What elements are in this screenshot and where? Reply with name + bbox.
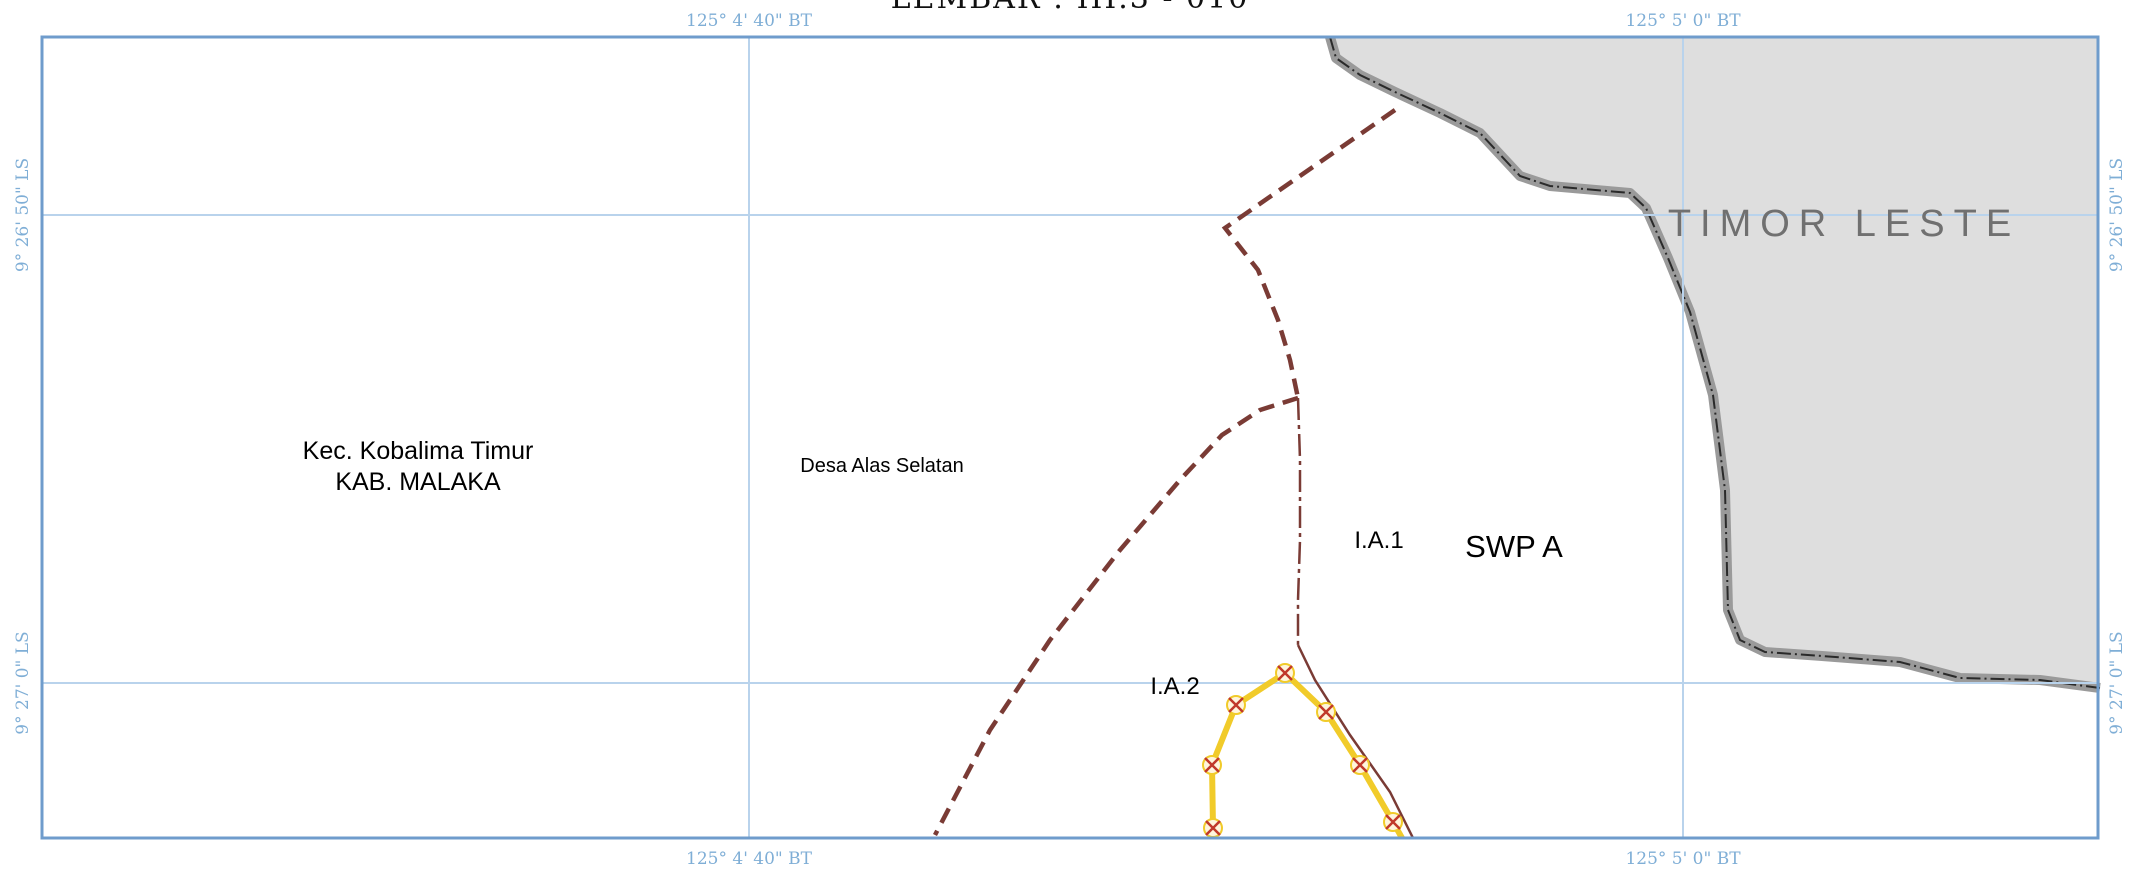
boundary-inner-south: [1296, 644, 1415, 839]
map-frame: [40, 35, 2100, 840]
grid-label-left-upper: 9° 26' 50" LS: [13, 158, 33, 272]
road-marker-icon: [1275, 663, 1295, 683]
grid-label-left-lower: 9° 27' 0" LS: [13, 631, 33, 734]
village-label: Desa Alas Selatan: [800, 455, 963, 477]
grid-label-right-lower: 9° 27' 0" LS: [2107, 631, 2127, 734]
road-marker-icon: [1202, 755, 1222, 775]
country-label: TIMOR LESTE: [1668, 203, 2020, 245]
timor-leste-area: [1330, 37, 2100, 688]
block-label-ia1: I.A.1: [1354, 527, 1403, 554]
swp-label: SWP A: [1465, 529, 1563, 564]
district-label: Kec. Kobalima Timur: [303, 437, 534, 465]
grid-label-right-upper: 9° 26' 50" LS: [2107, 158, 2127, 272]
sheet-title: LEMBAR : III.3 - 010: [891, 0, 1250, 16]
road-marker-icon: [1226, 695, 1246, 715]
boundary-north: [1221, 108, 1397, 399]
grid-label-bottom-left: 125° 4' 40" BT: [686, 849, 813, 869]
road-marker-icon: [1383, 812, 1403, 832]
road-marker-icon: [1316, 702, 1336, 722]
regency-label: KAB. MALAKA: [335, 468, 501, 496]
road-yellow: [1209, 670, 1405, 840]
state-border-line: [1329, 36, 2101, 689]
grid-label-top-right: 125° 5' 0" BT: [1625, 11, 1741, 31]
grid-label-top-left: 125° 4' 40" BT: [686, 11, 813, 31]
road-marker-icon: [1203, 818, 1223, 838]
boundary-inner-ia1: [1296, 397, 1302, 645]
grid-label-bottom-right: 125° 5' 0" BT: [1625, 849, 1741, 869]
block-label-ia2: I.A.2: [1150, 673, 1199, 700]
road-marker-icon: [1350, 755, 1370, 775]
boundary-west: [933, 395, 1299, 837]
